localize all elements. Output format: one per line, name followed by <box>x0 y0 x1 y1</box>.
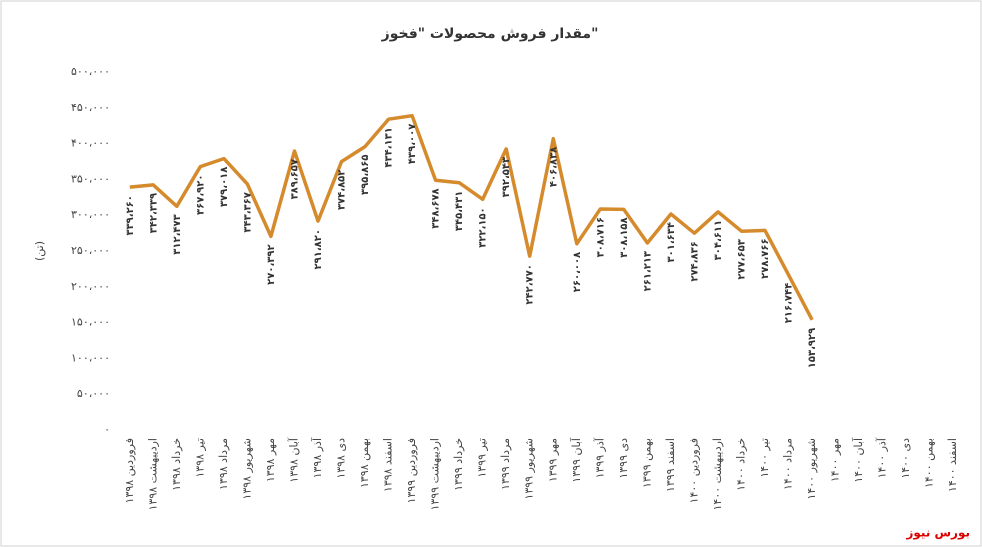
y-tick-label: ۱۵۰،۰۰۰ <box>71 316 110 329</box>
line <box>129 113 814 321</box>
x-tick-label: آذر ۱۴۰۰ <box>875 437 889 478</box>
x-tick-label: فروردین ۱۴۰۰ <box>687 438 700 503</box>
x-tick-label: فروردین ۱۳۹۸ <box>123 438 136 503</box>
y-tick-label: ۳۵۰،۰۰۰ <box>71 172 110 185</box>
x-tick-label: آذر ۱۳۹۹ <box>592 437 606 478</box>
x-tick-label: تیر ۱۳۹۸ <box>193 438 206 478</box>
x-tick-label: خرداد ۱۴۰۰ <box>734 438 747 491</box>
x-tick-label: اردیبهشت ۱۳۹۸ <box>146 438 159 510</box>
data-label: ۳۹۲،۵۴۳ <box>501 157 512 197</box>
x-tick-label: مهر ۱۴۰۰ <box>829 438 842 482</box>
x-tick-label: اسفند ۱۴۰۰ <box>946 438 959 492</box>
data-label: ۳۸۹،۶۵۷ <box>289 159 300 199</box>
data-label: ۲۴۲،۷۷۰ <box>525 264 536 304</box>
x-tick-label: بهمن ۱۳۹۹ <box>640 438 653 488</box>
x-tick-label: دی ۱۴۰۰ <box>899 438 912 479</box>
chart-title: مقدار فروش محصولات "فخوز" <box>381 26 599 42</box>
data-label: ۳۰۴،۶۱۱ <box>713 220 724 260</box>
data-label: ۴۰۶،۸۳۸ <box>548 147 559 187</box>
data-label: ۱۵۳،۹۲۹ <box>807 328 818 368</box>
x-tick-label: بهمن ۱۳۹۸ <box>358 438 371 488</box>
x-tick-label: اسفند ۱۳۹۹ <box>664 438 677 492</box>
data-label: ۲۶۱،۲۱۳ <box>642 251 653 291</box>
data-label: ۴۳۹،۰۰۷ <box>407 124 418 164</box>
y-tick-label: ۱۰۰،۰۰۰ <box>71 351 110 364</box>
y-tick-label: ۴۰۰،۰۰۰ <box>71 137 110 150</box>
x-tick-label: شهریور ۱۳۹۹ <box>523 438 536 500</box>
data-label: ۲۷۰،۳۹۲ <box>266 244 277 284</box>
data-label: ۳۴۸،۶۷۸ <box>431 188 442 228</box>
y-tick-label: ۵۰،۰۰۰ <box>77 387 110 400</box>
x-tick-label: دی ۱۳۹۸ <box>335 438 348 479</box>
x-tick-label: خرداد ۱۳۹۹ <box>452 438 465 491</box>
data-label: ۳۱۲،۴۷۳ <box>172 214 183 254</box>
x-tick-label: آذر ۱۳۹۸ <box>310 437 324 478</box>
x-tick-label: شهریور ۱۳۹۸ <box>240 438 253 500</box>
data-label: ۳۲۲،۱۵۰ <box>478 207 489 247</box>
x-tick-label: آبان ۱۳۹۹ <box>569 437 583 483</box>
data-label: ۳۹۵،۸۶۵ <box>360 155 371 195</box>
data-label: ۲۷۸،۷۶۶ <box>760 238 771 278</box>
y-tick-label: ۳۰۰،۰۰۰ <box>71 208 110 221</box>
x-tick-label: بهمن ۱۴۰۰ <box>923 438 936 488</box>
x-tick-label: اردیبهشت ۱۳۹۹ <box>429 438 442 510</box>
x-tick-label: مهر ۱۳۹۹ <box>546 438 559 482</box>
x-tick-label: دی ۱۳۹۹ <box>617 438 630 479</box>
x-tick-label: مرداد ۱۴۰۰ <box>782 438 795 490</box>
y-tick-label: ۵۰۰،۰۰۰ <box>71 65 110 78</box>
x-tick-label: مرداد ۱۳۹۸ <box>217 438 230 490</box>
source: بورس نیوز <box>905 526 970 541</box>
data-label: ۲۶۰،۰۰۸ <box>572 252 583 292</box>
y-tick-label: ۰ <box>104 423 110 436</box>
data-label: ۲۷۷،۶۵۳ <box>736 239 747 279</box>
x-tick-label: آبان ۱۳۹۸ <box>286 437 300 483</box>
y-tick-label: ۴۵۰،۰۰۰ <box>71 101 110 114</box>
data-label: ۲۷۴،۸۳۶ <box>689 241 700 281</box>
y-tick-label: ۲۵۰،۰۰۰ <box>71 244 110 257</box>
data-label: ۳۴۲،۳۳۹ <box>148 193 159 233</box>
data-label: ۴۳۴،۱۳۱ <box>384 127 395 167</box>
x-tick-label: فروردین ۱۳۹۹ <box>405 438 418 503</box>
x-tick-label: مرداد ۱۳۹۹ <box>499 438 512 490</box>
x-tick-label: آبان ۱۴۰۰ <box>851 437 865 483</box>
x-tick-label: اردیبهشت ۱۴۰۰ <box>711 438 724 510</box>
y-axis-label: (تن) <box>33 241 46 261</box>
data-label: ۳۰۸،۷۱۶ <box>595 217 606 257</box>
data-label: ۳۰۱،۶۳۴ <box>666 222 677 262</box>
data-label: ۳۴۵،۴۳۱ <box>454 191 465 231</box>
data-label: ۲۱۶،۷۴۴ <box>784 283 795 323</box>
x-tick-label: اسفند ۱۳۹۸ <box>382 438 395 492</box>
x-tick-label: تیر ۱۴۰۰ <box>758 438 771 478</box>
x-tick-label: تیر ۱۳۹۹ <box>476 438 489 478</box>
x-tick-label: خرداد ۱۳۹۸ <box>170 438 183 491</box>
data-label: ۲۹۱،۸۲۰ <box>313 229 324 269</box>
x-tick-label: مهر ۱۳۹۸ <box>264 438 277 482</box>
data-label: ۳۴۳،۳۶۷ <box>242 192 253 232</box>
data-label: ۳۶۷،۹۲۰ <box>195 175 206 215</box>
data-label: ۳۷۴،۸۵۲ <box>337 170 348 210</box>
data-label: ۳۳۹،۲۶۰ <box>125 195 136 235</box>
data-label: ۳۰۸،۱۵۸ <box>619 217 630 257</box>
x-tick-label: شهریور ۱۴۰۰ <box>805 438 818 500</box>
data-label: ۳۷۹،۰۱۸ <box>219 167 230 207</box>
y-tick-label: ۲۰۰،۰۰۰ <box>71 280 110 293</box>
